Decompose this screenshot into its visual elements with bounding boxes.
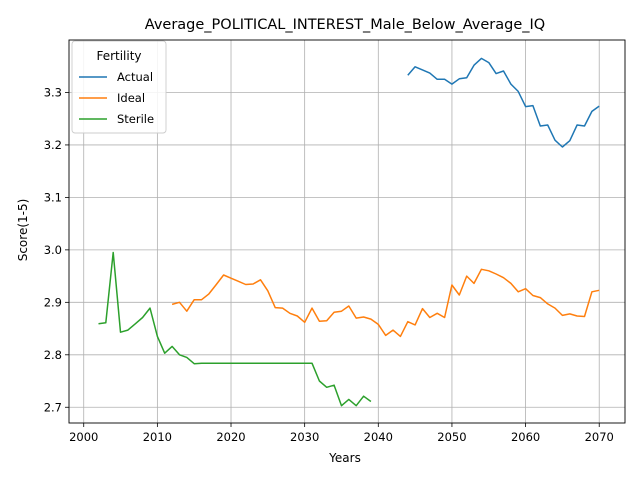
series-group <box>98 57 600 407</box>
y-tick-label: 3.3 <box>44 85 62 99</box>
x-tick-label: 2000 <box>69 430 98 444</box>
chart-title: Average_POLITICAL_INTEREST_Male_Below_Av… <box>145 17 545 33</box>
x-tick-label: 2040 <box>364 430 393 444</box>
x-tick-label: 2070 <box>585 430 614 444</box>
legend-entries: Actual Ideal Sterile <box>79 70 154 126</box>
legend-title: Fertility <box>96 49 141 63</box>
series-line-ideal <box>171 268 600 338</box>
legend-label-ideal: Ideal <box>117 91 145 105</box>
y-tick-label: 2.9 <box>44 295 62 309</box>
x-tick-label: 2060 <box>511 430 540 444</box>
x-tick-label: 2030 <box>290 430 319 444</box>
y-tick-label: 3.0 <box>44 243 62 257</box>
y-tick-label: 2.8 <box>44 348 62 362</box>
legend-box <box>71 40 167 134</box>
y-axis-ticks: 2.7 2.8 2.9 3.0 3.1 3.2 3.3 <box>44 85 69 414</box>
x-axis-ticks: 2000 2010 2020 2030 2040 2050 2060 2070 <box>69 423 614 444</box>
x-tick-label: 2020 <box>216 430 245 444</box>
legend-label-sterile: Sterile <box>117 112 154 126</box>
y-axis-label: Score(1-5) <box>16 199 30 262</box>
x-tick-label: 2010 <box>143 430 172 444</box>
series-line-actual <box>407 57 600 148</box>
plot-frame <box>68 39 626 424</box>
series-line-sterile <box>98 251 372 407</box>
y-tick-label: 3.2 <box>44 138 62 152</box>
x-axis-label: Years <box>328 451 361 465</box>
legend: Fertility Actual Ideal Sterile <box>71 40 167 134</box>
y-tick-label: 3.1 <box>44 190 62 204</box>
y-tick-label: 2.7 <box>44 400 62 414</box>
grid-lines <box>69 40 625 423</box>
x-tick-label: 2050 <box>437 430 466 444</box>
legend-label-actual: Actual <box>117 70 153 84</box>
